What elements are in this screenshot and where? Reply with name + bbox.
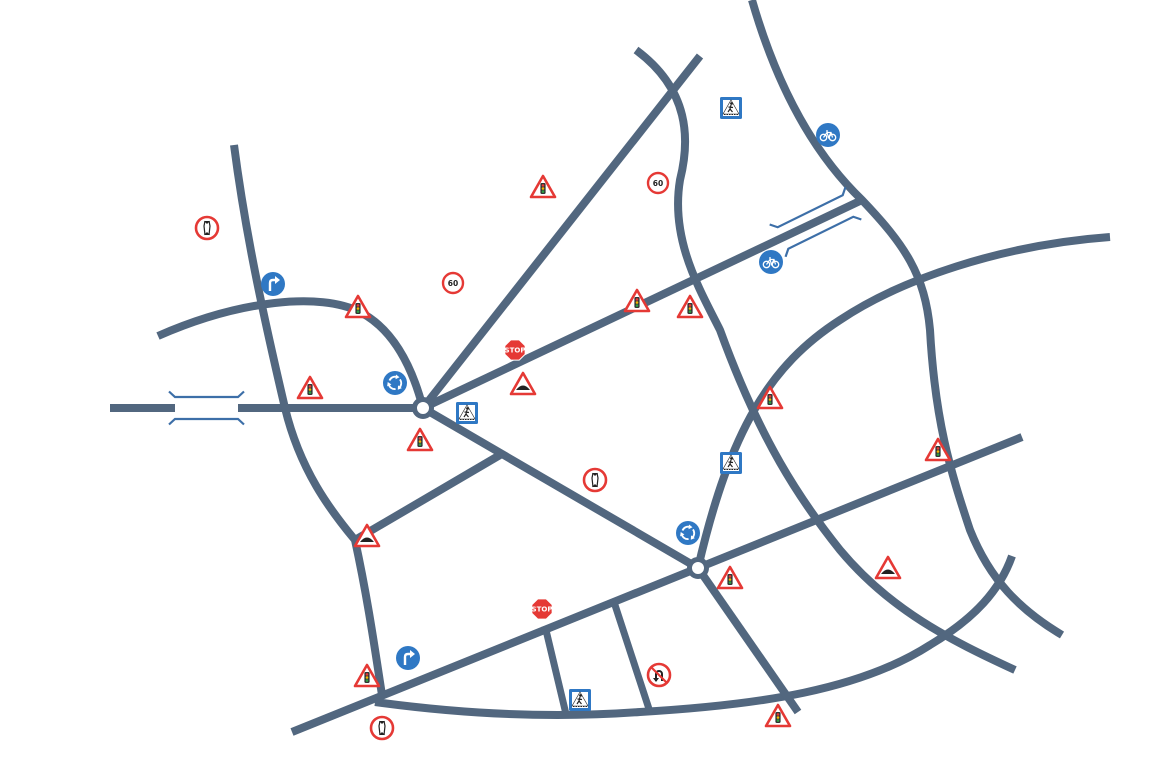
traffic-light-warning-sign: [529, 174, 557, 199]
traffic-light-warning-sign: [353, 663, 381, 688]
bridge-rail: [168, 390, 245, 399]
junctions: [412, 397, 709, 579]
traffic-light-warning-sign: [764, 703, 792, 728]
speed-bump-warning-sign: [353, 523, 381, 548]
traffic-light-warning-sign: [924, 437, 952, 462]
stop-sign: STOP: [504, 339, 526, 361]
road-west-loop: [156, 297, 427, 410]
road-curved-north: [633, 46, 1017, 674]
roundabout-sign: [676, 521, 700, 545]
traffic-light-warning-sign: [756, 385, 784, 410]
speed-bump-warning-sign: [509, 371, 537, 396]
narrow-road-sign: [582, 467, 608, 493]
road-central-diagonal: [420, 404, 701, 572]
bridge-rail: [784, 215, 862, 258]
cycle-route-sign: [816, 123, 840, 147]
speed-limit-label: 60: [653, 179, 663, 188]
road-south-stub-b: [610, 600, 654, 714]
pedestrian-crossing-sign: [569, 689, 591, 711]
bridge-rail: [769, 186, 847, 229]
road-ne-diagonal: [419, 53, 704, 411]
traffic-signs: STOP STOP 60 60: [194, 97, 952, 741]
no-u-turn-sign: [646, 662, 672, 688]
bridges: [168, 186, 862, 426]
road-se-diagonal: [694, 565, 802, 715]
road-west-vertical: [230, 144, 386, 696]
traffic-light-warning-sign: [296, 375, 324, 400]
traffic-light-warning-sign: [716, 565, 744, 590]
turn-right-sign: [396, 646, 420, 670]
road-west-connector: [352, 451, 503, 544]
road-far-east-vertical: [748, 0, 1065, 639]
roundabout-sign: [383, 371, 407, 395]
stop-sign-label: STOP: [505, 347, 526, 355]
pedestrian-crossing-sign: [456, 402, 478, 424]
narrow-road-sign: [194, 215, 220, 241]
turn-right-sign: [261, 272, 285, 296]
junction-west: [412, 397, 434, 419]
road-south-stub-a: [541, 625, 570, 715]
pedestrian-crossing-sign: [720, 97, 742, 119]
junction-south: [687, 557, 709, 579]
speed-limit-sign: 60: [441, 271, 465, 295]
speed-bump-warning-sign: [874, 555, 902, 580]
speed-limit-label: 60: [448, 279, 458, 288]
road-south-curve: [374, 554, 1016, 719]
road-main-south: [290, 433, 1024, 736]
bridge-rail: [168, 417, 245, 426]
bridge-north-east: [769, 186, 862, 258]
traffic-light-warning-sign: [623, 288, 651, 313]
road-network: [110, 0, 1111, 736]
narrow-road-sign: [369, 715, 395, 741]
pedestrian-crossing-sign: [720, 452, 742, 474]
stop-sign-label: STOP: [532, 606, 553, 614]
bridge-west: [168, 390, 245, 426]
traffic-light-warning-sign: [344, 294, 372, 319]
speed-limit-sign: 60: [646, 171, 670, 195]
stop-sign: STOP: [531, 598, 553, 620]
cycle-route-sign: [759, 250, 783, 274]
traffic-light-warning-sign: [406, 427, 434, 452]
traffic-light-warning-sign: [676, 294, 704, 319]
